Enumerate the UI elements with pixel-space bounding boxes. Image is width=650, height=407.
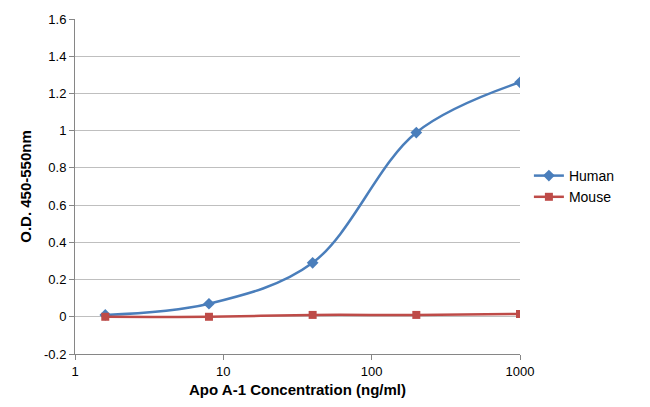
svg-text:1.6: 1.6 [48,12,66,27]
svg-text:Mouse: Mouse [569,189,611,205]
svg-text:1: 1 [59,123,66,138]
svg-text:Apo A-1 Concentration (ng/ml): Apo A-1 Concentration (ng/ml) [189,381,406,398]
svg-text:1: 1 [71,364,78,379]
svg-text:0.4: 0.4 [48,235,66,250]
svg-text:10: 10 [216,364,230,379]
svg-text:1.2: 1.2 [48,86,66,101]
svg-text:0.6: 0.6 [48,198,66,213]
svg-text:0.8: 0.8 [48,160,66,175]
svg-text:100: 100 [361,364,383,379]
svg-text:1000: 1000 [506,364,535,379]
svg-text:1.4: 1.4 [48,49,66,64]
svg-text:0: 0 [59,309,66,324]
svg-text:Human: Human [569,168,614,184]
svg-text:O.D. 450-550nm: O.D. 450-550nm [17,130,34,243]
svg-text:0.2: 0.2 [48,272,66,287]
svg-text:-0.2: -0.2 [44,347,66,362]
